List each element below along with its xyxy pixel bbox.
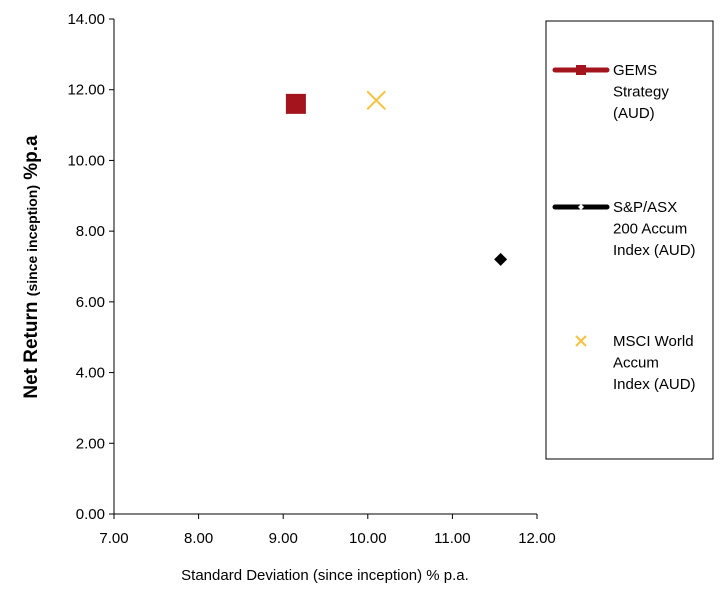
tick-labels: 7.00 8.00 9.00 10.00 11.00 12.00 0.00 2.00 4.00 6… — [67, 11, 555, 547]
data-point-series-1 — [494, 252, 508, 266]
legend-entry: MSCI World Accum Index (AUD) — [575, 333, 696, 393]
legend-marker-swatch-stroke — [575, 335, 587, 347]
y-tick-label: 0.00 — [76, 506, 105, 523]
data-point-series-2 — [366, 90, 386, 111]
y-tick-label: 14.00 — [67, 11, 105, 28]
x-tick-label: 9.00 — [269, 530, 298, 547]
legend-label-line: Strategy — [613, 84, 669, 101]
x-tick-label: 10.00 — [349, 530, 387, 547]
legend-label-line: Accum — [613, 355, 659, 372]
x-tick-label: 12.00 — [518, 530, 556, 547]
legend-box — [545, 20, 714, 460]
y-tick-label: 2.00 — [76, 435, 105, 452]
data-point-series-0 — [285, 93, 306, 114]
legend-entry: GEMS Strategy (AUD) — [552, 62, 669, 122]
y-tick-label: 8.00 — [76, 223, 105, 240]
legend-marker-swatch — [575, 335, 587, 347]
legend-label-line: GEMS — [613, 62, 657, 79]
legend-label-line: Index (AUD) — [613, 376, 696, 393]
x-axis-label: Standard Deviation (since inception) % p… — [181, 567, 469, 584]
legend-marker-swatch — [578, 204, 584, 210]
y-tick-label: 4.00 — [76, 365, 105, 382]
legend-marker-swatch — [576, 65, 586, 75]
data-point-series-2-stroke — [366, 90, 386, 111]
legend-label-line: Index (AUD) — [613, 242, 696, 259]
x-tick-label: 7.00 — [99, 530, 128, 547]
y-tick-label: 12.00 — [67, 82, 105, 99]
y-axis-label-tail: %p.a — [21, 135, 42, 185]
y-tick-label: 6.00 — [76, 294, 105, 311]
y-tick-label: 10.00 — [67, 152, 105, 169]
legend: GEMS Strategy (AUD) S&P/ASX 200 Accum Index (… — [545, 20, 714, 460]
legend-label-line: MSCI World — [613, 333, 694, 350]
legend-label-line: 200 Accum — [613, 221, 687, 238]
data-points — [285, 90, 508, 266]
legend-label-line: (AUD) — [613, 105, 655, 122]
x-tick-label: 8.00 — [184, 530, 213, 547]
y-axis-label-small: (since inception) — [24, 185, 40, 296]
y-axis-label-main: Net Return — [21, 296, 42, 398]
x-tick-label: 11.00 — [434, 530, 470, 547]
axes — [113, 19, 537, 515]
y-axis-label: Net Return (since inception) %p.a — [21, 135, 42, 399]
legend-label-line: S&P/ASX — [613, 199, 677, 216]
legend-entry: S&P/ASX 200 Accum Index (AUD) — [552, 199, 696, 259]
